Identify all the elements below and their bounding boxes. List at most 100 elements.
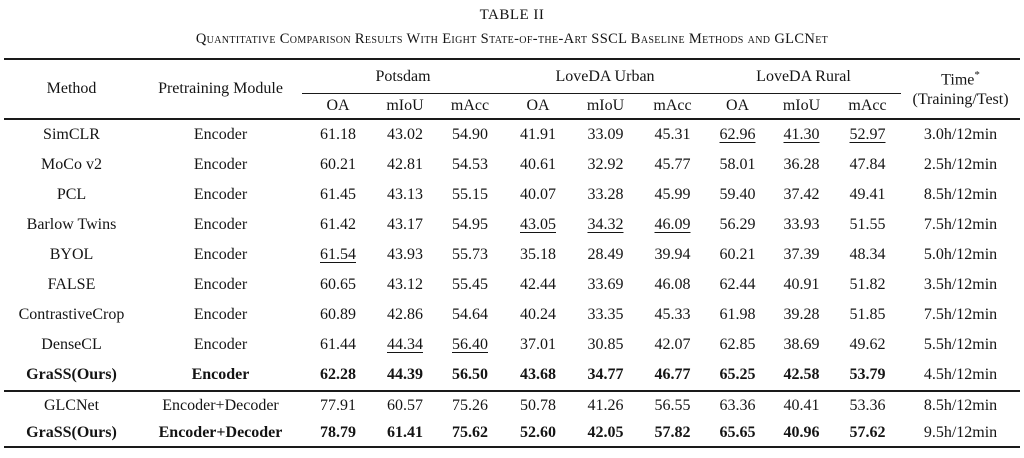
metric-cell: 51.82 [849,276,886,293]
metric-cell: 41.30 [769,118,834,150]
col-header-urban-oa: OA [526,97,550,114]
table-row-pcl: PCL Encoder 61.45 43.13 55.15 40.07 33.2… [4,180,1020,210]
method-cell: SimCLR [4,118,139,150]
metric-cell: 36.28 [783,156,820,173]
metric-cell: 52.60 [520,423,556,441]
module-cell: Encoder [193,336,248,353]
metric-cell: 34.77 [587,366,624,383]
metric-cell: 49.41 [849,186,886,203]
table-caption: TABLE II Quantitative Comparison Results… [0,0,1024,48]
metric-cell: 53.79 [849,366,886,383]
metric-cell: 35.18 [520,246,556,263]
metric-cell: 56.50 [452,366,488,383]
time-cell: 5.5h/12min [923,336,998,353]
metric-cell: 61.54 [320,246,356,263]
method-cell: DenseCL [41,336,102,353]
method-cell: MoCo v2 [41,156,102,173]
metric-cell: 62.44 [719,276,756,293]
metric-cell: 52.97 [834,118,902,150]
metric-cell: 45.99 [654,186,691,203]
col-group-loveda-rural: LoveDA Rural [706,59,902,94]
col-header-pretraining-module: Pretraining Module [158,80,283,97]
metric-cell: 54.64 [452,306,488,323]
method-cell: PCL [56,186,87,203]
module-cell: Encoder [193,156,248,173]
metric-cell: 61.98 [719,306,756,323]
metric-cell: 42.86 [387,306,423,323]
time-cell: 4.5h/12min [923,366,998,383]
module-cell: Encoder [193,246,248,263]
metric-cell: 65.65 [719,423,756,441]
header-group-row: Method Pretraining Module Potsdam LoveDA… [4,59,1020,108]
time-cell: 2.5h/12min [923,156,998,173]
metric-cell: 46.09 [654,216,691,233]
metric-cell: 58.01 [719,156,756,173]
col-header-urban-macc: mAcc [653,97,692,114]
metric-cell: 33.93 [783,216,820,233]
metric-cell: 75.62 [452,423,488,441]
col-header-time: Time* (Training/Test) [901,59,1020,119]
metric-cell: 43.13 [387,186,423,203]
time-cell: 5.0h/12min [923,246,998,263]
metric-cell: 37.01 [520,336,556,353]
metric-cell: 42.44 [520,276,556,293]
metric-cell: 42.07 [654,336,691,353]
metric-cell: 59.40 [719,186,756,203]
metric-cell: 44.34 [387,336,423,353]
table-row-densecl: DenseCL Encoder 61.44 44.34 56.40 37.01 … [4,330,1020,360]
col-group-potsdam: Potsdam [302,59,504,94]
metric-cell: 62.96 [706,118,769,150]
metric-cell: 32.92 [587,156,624,173]
module-cell: Encoder+Decoder [158,423,283,441]
time-label: Time* [941,69,980,89]
metric-cell: 62.85 [719,336,756,353]
method-cell: Barlow Twins [26,216,117,233]
col-header-rural-miou: mIoU [782,97,821,114]
time-cell: 3.5h/12min [923,276,998,293]
metric-cell: 42.05 [587,423,624,441]
metric-cell: 43.12 [387,276,423,293]
metric-cell: 75.26 [436,390,504,419]
col-header-method: Method [46,80,97,97]
metric-cell: 45.77 [654,156,691,173]
metric-cell: 61.45 [320,186,356,203]
metric-cell: 43.17 [387,216,423,233]
metric-cell: 56.29 [719,216,756,233]
method-cell: GraSS(Ours) [26,423,117,441]
metric-cell: 43.02 [374,118,436,150]
metric-cell: 40.91 [783,276,820,293]
metric-cell: 39.94 [654,246,691,263]
time-cell: 7.5h/12min [923,216,998,233]
metric-cell: 45.33 [654,306,691,323]
table-row-grass-encoder-decoder: GraSS(Ours) Encoder+Decoder 78.79 61.41 … [4,419,1020,447]
table-row-glcnet: GLCNet Encoder+Decoder 77.91 60.57 75.26… [4,390,1021,419]
metric-cell: 50.78 [504,390,572,419]
metric-cell: 61.18 [302,118,374,150]
col-header-rural-macc: mAcc [848,97,887,114]
time-cell: 8.5h/12min [901,390,1021,419]
method-cell: FALSE [47,276,96,293]
table-row-simclr: SimCLR Encoder 61.18 43.02 54.90 41.91 3… [4,118,1021,150]
table-row-barlow-twins: Barlow Twins Encoder 61.42 43.17 54.95 4… [4,210,1020,240]
metric-cell: 40.07 [520,186,556,203]
metric-cell: 60.21 [719,246,756,263]
col-header-rural-oa: OA [725,97,750,114]
time-cell: 9.5h/12min [923,423,998,441]
metric-cell: 43.93 [387,246,423,263]
metric-cell: 37.42 [783,186,820,203]
module-cell: Encoder [193,186,248,203]
method-cell: BYOL [49,246,94,263]
table-row-false: FALSE Encoder 60.65 43.12 55.45 42.44 33… [4,270,1020,300]
metric-cell: 40.24 [520,306,556,323]
metric-cell: 56.55 [639,390,706,419]
metric-cell: 42.58 [783,366,820,383]
metric-cell: 48.34 [849,246,886,263]
metric-cell: 63.36 [706,390,769,419]
method-cell: ContrastiveCrop [18,306,125,323]
metric-cell: 38.69 [783,336,820,353]
module-cell: Encoder [193,306,248,323]
col-header-potsdam-macc: mAcc [450,97,490,114]
metric-cell: 43.68 [520,366,556,383]
metric-cell: 62.28 [320,366,356,383]
table-row-byol: BYOL Encoder 61.54 43.93 55.73 35.18 28.… [4,240,1020,270]
